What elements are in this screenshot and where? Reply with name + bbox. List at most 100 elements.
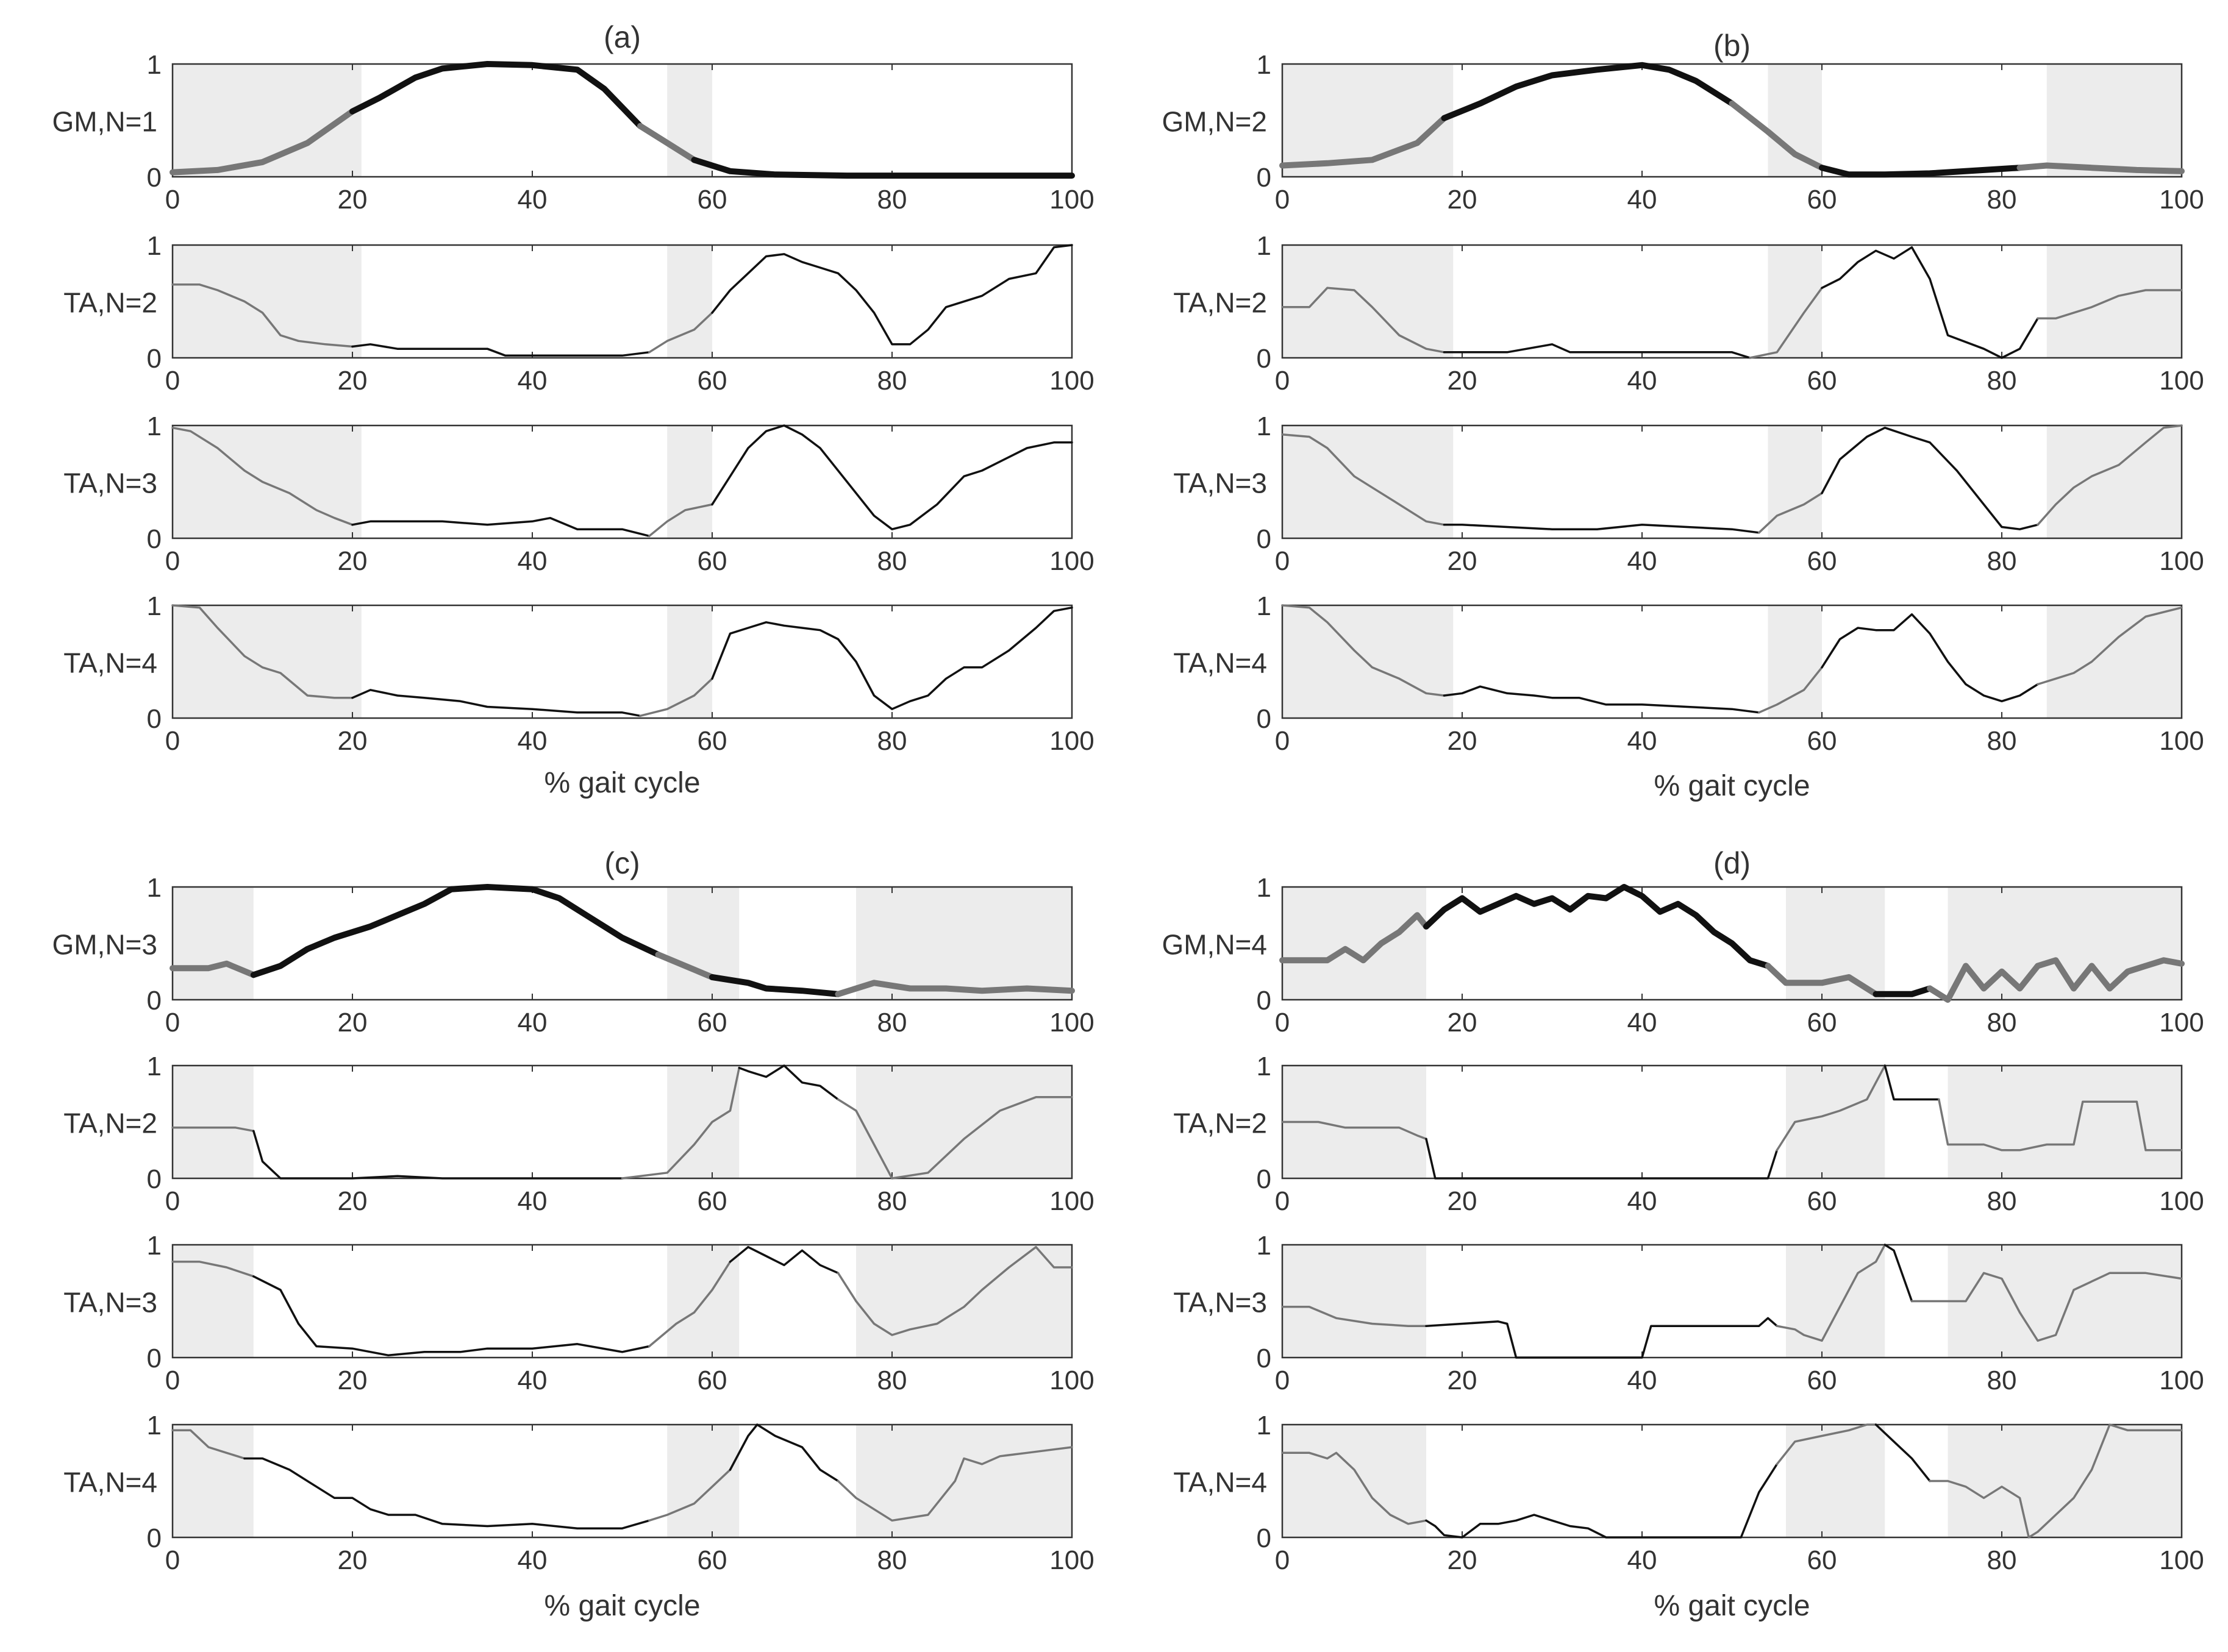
x-tick-label: 40	[1627, 1545, 1657, 1575]
shaded-phase-band	[173, 1425, 254, 1537]
subplot-row: 0 20 40 60 80 100 0 1 GM,N=2	[1162, 50, 2204, 215]
gm-activation-line	[709, 974, 841, 997]
x-tick-label: 20	[1448, 1008, 1477, 1038]
y-tick-label: 0	[1257, 163, 1271, 193]
ta-activation-line	[1910, 1272, 2183, 1342]
y-tick-label: 1	[1257, 411, 1271, 441]
y-tick-label: 1	[147, 1411, 162, 1440]
ta-activation-line	[171, 604, 354, 699]
shaded-phase-band	[1768, 64, 1822, 177]
x-tick-label: 80	[1987, 1365, 2017, 1395]
row-ylabel: TA,N=3	[1173, 1287, 1267, 1319]
x-tick-label: 80	[877, 366, 907, 396]
axes-frame	[171, 424, 1073, 539]
axes-frame	[171, 604, 1073, 719]
row-ylabel: GM,N=3	[52, 929, 157, 961]
x-tick-label: 0	[165, 1186, 180, 1216]
ta-activation-line	[1281, 1306, 1427, 1327]
x-tick-label: 0	[1275, 546, 1290, 576]
row-ylabel: TA,N=2	[1173, 1108, 1267, 1139]
y-tick-label: 0	[1257, 524, 1271, 554]
row-ylabel: GM,N=1	[52, 106, 157, 138]
x-tick-label: 60	[1807, 1545, 1837, 1575]
x-tick-label: 0	[165, 366, 180, 396]
x-tick-label: 0	[165, 1545, 180, 1575]
subplot-row: 0 20 40 60 80 100 0 1 TA,N=3	[63, 411, 1094, 576]
row-ylabel: TA,N=4	[1173, 1467, 1267, 1498]
y-tick-label: 1	[1257, 231, 1271, 261]
gm-activation-line	[655, 952, 715, 980]
ta-activation-line	[1281, 1451, 1427, 1525]
subplot-row: 0 20 40 60 80 100 0 1 TA,N=3	[63, 1231, 1094, 1395]
x-tick-label: 40	[518, 1008, 548, 1038]
x-axis-label: % gait cycle	[544, 1590, 700, 1622]
ta-activation-line	[1883, 1244, 1913, 1303]
x-tick-label: 20	[1448, 1365, 1477, 1395]
y-tick-label: 0	[1257, 344, 1271, 374]
ta-activation-line	[1874, 1423, 1931, 1483]
ta-activation-line	[2037, 606, 2183, 686]
x-tick-label: 40	[1627, 1186, 1657, 1216]
shaded-phase-band	[667, 425, 712, 538]
row-ylabel: TA,N=2	[63, 287, 157, 319]
shaded-phase-band	[667, 887, 740, 1000]
gm-activation-line	[1765, 963, 1879, 997]
x-tick-label: 20	[1448, 726, 1477, 756]
y-tick-label: 1	[147, 411, 162, 441]
x-tick-label: 0	[1275, 726, 1290, 756]
x-tick-label: 20	[338, 726, 368, 756]
y-tick-label: 0	[1257, 1344, 1271, 1373]
x-tick-label: 100	[1049, 1008, 1094, 1038]
ta-activation-line	[711, 244, 1073, 346]
ta-activation-line	[2037, 424, 2183, 526]
y-tick-label: 1	[147, 231, 162, 261]
ta-activation-line	[1749, 287, 1823, 359]
panel-title: (b)	[1713, 29, 1751, 63]
x-tick-label: 80	[1987, 1008, 2017, 1038]
gm-activation-line	[349, 61, 643, 129]
ta-activation-line	[2037, 289, 2183, 320]
row-ylabel: TA,N=4	[1173, 647, 1267, 679]
shaded-phase-band	[667, 245, 712, 358]
x-tick-label: 0	[1275, 1186, 1290, 1216]
x-tick-label: 80	[877, 1365, 907, 1395]
ta-activation-line	[1443, 343, 1751, 359]
shaded-phase-band	[173, 245, 362, 358]
subplot-row: 0 20 40 60 80 100 0 1 TA,N=2	[1173, 1052, 2204, 1216]
x-tick-label: 0	[165, 726, 180, 756]
ta-activation-line	[648, 1261, 732, 1348]
axes-frame	[171, 1423, 1073, 1539]
row-ylabel: TA,N=3	[63, 1287, 157, 1319]
x-tick-label: 80	[1987, 185, 2017, 215]
ta-activation-line	[639, 677, 713, 717]
ta-activation-line	[171, 1261, 255, 1278]
x-tick-label: 100	[2159, 1186, 2204, 1216]
x-tick-label: 20	[338, 1365, 368, 1395]
y-tick-label: 1	[147, 1231, 162, 1261]
axes-frame	[171, 63, 1073, 178]
ta-activation-line	[729, 1245, 840, 1275]
axes-frame	[171, 1244, 1073, 1359]
ta-activation-line	[837, 1096, 1073, 1180]
axes-frame	[1281, 63, 2183, 178]
ta-activation-line	[711, 424, 1073, 530]
shaded-phase-band	[2046, 605, 2182, 718]
y-tick-label: 1	[147, 50, 162, 80]
shaded-phase-band	[1282, 1425, 1426, 1537]
x-tick-label: 40	[518, 185, 548, 215]
x-tick-label: 40	[1627, 726, 1657, 756]
shaded-phase-band	[1786, 1425, 1885, 1537]
x-tick-label: 20	[338, 185, 368, 215]
x-tick-label: 40	[518, 546, 548, 576]
ta-activation-line	[621, 1066, 741, 1180]
subplot-row: 0 20 40 60 80 100 0 1 TA,N=3	[1173, 1231, 2204, 1395]
shaded-phase-band	[667, 1425, 740, 1537]
subplot-row: 0 20 40 60 80 100 0 1 TA,N=4	[63, 591, 1094, 756]
y-tick-label: 1	[1257, 1411, 1271, 1440]
x-tick-label: 100	[2159, 726, 2204, 756]
x-tick-label: 80	[1987, 1186, 2017, 1216]
x-tick-label: 100	[1049, 185, 1094, 215]
y-tick-label: 0	[1257, 1164, 1271, 1194]
